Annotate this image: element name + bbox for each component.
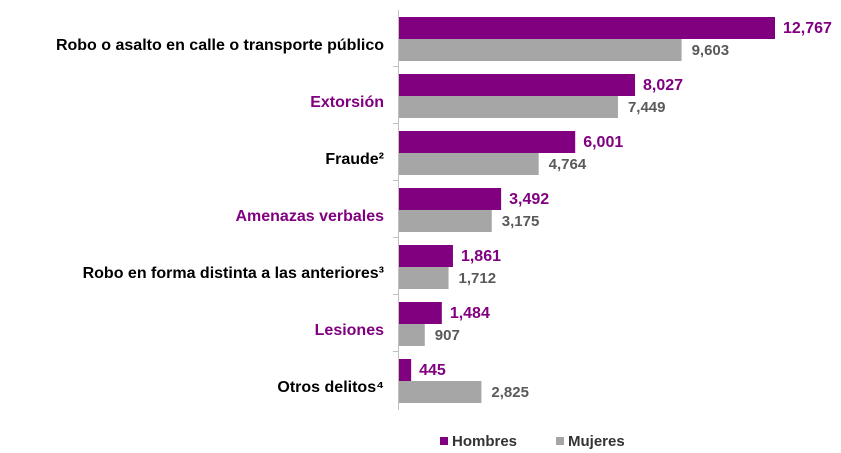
bar [399,96,618,118]
category-label: Otros delitos⁴ [277,379,384,396]
legend-label: Hombres [452,433,517,450]
value-label: 445 [419,362,446,379]
value-label: 8,027 [643,77,683,94]
legend-label: Mujeres [568,433,625,450]
bar [399,381,482,403]
bar [399,188,502,210]
bar [399,324,425,346]
category-label: Robo en forma distinta a las anteriores³ [83,265,384,282]
bar [399,267,449,289]
bar [399,39,682,61]
value-label: 1,484 [450,305,490,322]
value-label: 3,492 [509,191,549,208]
category-label: Amenazas verbales [235,208,384,225]
bar [399,153,539,175]
value-label: 6,001 [583,134,623,151]
bar [399,210,492,232]
bar [399,302,442,324]
bar [399,74,636,96]
legend-swatch [556,437,564,445]
value-label: 2,825 [491,384,529,401]
bar [399,359,412,381]
category-label: Fraude² [325,151,384,168]
category-label: Extorsión [310,94,384,111]
category-label: Lesiones [315,322,384,339]
value-label: 12,767 [783,20,832,37]
value-label: 907 [435,327,460,344]
value-label: 7,449 [628,99,666,116]
bar [399,17,775,39]
value-label: 1,861 [461,248,501,265]
value-label: 1,712 [459,270,497,287]
category-label: Robo o asalto en calle o transporte públ… [56,37,384,54]
value-label: 9,603 [692,42,730,59]
bar [399,131,576,153]
value-label: 3,175 [502,213,540,230]
legend-swatch [440,437,448,445]
bar [399,245,453,267]
value-label: 4,764 [549,156,587,173]
